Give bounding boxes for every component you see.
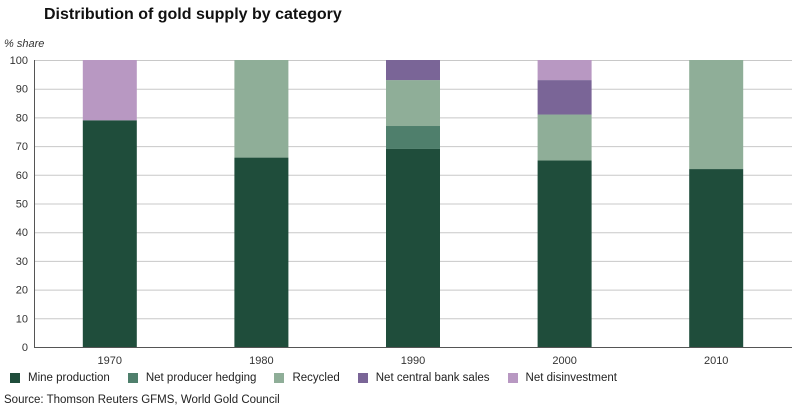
y-tick-label: 10 [16, 313, 28, 325]
chart-title: Distribution of gold supply by category [44, 6, 342, 23]
y-tick-label: 40 [16, 227, 28, 239]
y-tick-label: 90 [16, 84, 28, 96]
y-tick-label: 0 [22, 342, 28, 354]
legend-swatch [507, 373, 518, 383]
bar-segment [386, 148, 440, 347]
legend-item: Net central bank sales [357, 372, 490, 384]
bar-segment [537, 160, 592, 347]
legend-swatch [127, 373, 138, 383]
legend-item: Net disinvestment [507, 372, 617, 384]
source-note: Source: Thomson Reuters GFMS, World Gold… [4, 394, 280, 406]
y-tick-label: 20 [16, 285, 28, 297]
legend-label: Net central bank sales [375, 372, 490, 384]
legend-item: Recycled [274, 372, 340, 384]
bar-segment [82, 120, 137, 348]
chart-plot: 0 10 20 30 40 50 60 70 80 90 100 1970 1980 1990 2000 20… [10, 55, 792, 367]
bar-segment [689, 169, 744, 347]
legend-swatch [274, 373, 285, 383]
y-tick-label: 100 [10, 55, 28, 67]
bar-segment [689, 60, 744, 170]
x-tick-label: 1970 [98, 355, 122, 367]
y-tick-label: 50 [16, 199, 28, 211]
x-tick-label: 2000 [552, 355, 576, 367]
y-tick-label: 80 [16, 112, 28, 124]
bar-segment [386, 126, 440, 149]
bar-segment [537, 80, 592, 115]
legend-label: Recycled [292, 372, 340, 384]
legend-swatch [10, 373, 20, 383]
bar-segment [82, 60, 137, 121]
legend-swatch [357, 373, 368, 383]
bar-segment [234, 157, 289, 347]
bar-segment [537, 114, 592, 161]
x-tick-label: 1990 [401, 355, 425, 367]
x-tick-label: 1980 [249, 355, 273, 367]
y-tick-label: 70 [16, 141, 28, 153]
bar-segment [386, 60, 440, 81]
legend-item: Net producer hedging [127, 372, 257, 384]
y-axis-label: % share [4, 38, 45, 50]
legend-item: Mine production [10, 372, 110, 384]
legend-label: Net disinvestment [525, 372, 617, 384]
y-tick-label: 30 [16, 256, 28, 268]
bar-segment [234, 60, 289, 158]
x-tick-label: 2010 [704, 355, 728, 367]
legend-label: Mine production [28, 372, 110, 384]
y-tick-label: 60 [16, 170, 28, 182]
bar-segment [537, 60, 592, 81]
legend-label: Net producer hedging [145, 372, 257, 384]
chart-legend: Mine production Net producer hedging Recyc… [10, 372, 617, 384]
bar-segment [386, 80, 440, 127]
